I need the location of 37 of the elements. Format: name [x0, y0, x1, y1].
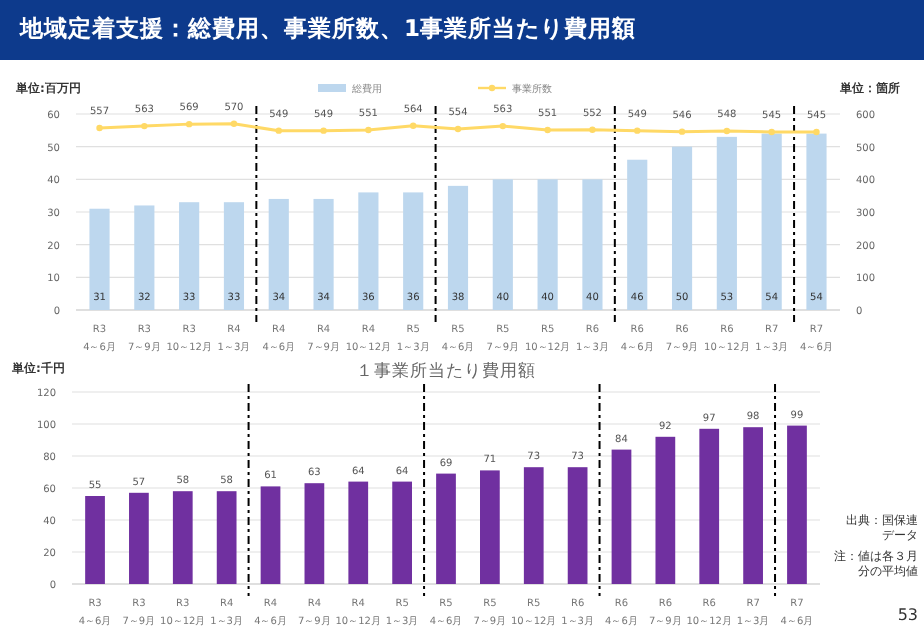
bar: [567, 467, 588, 584]
bar: [172, 491, 193, 584]
bar: [134, 205, 155, 310]
bar: [537, 179, 558, 310]
bar: [304, 483, 325, 584]
bar: [716, 136, 737, 310]
bar: [655, 436, 676, 584]
bar: [627, 159, 648, 310]
bar: [85, 496, 105, 584]
bar: [611, 449, 632, 584]
bar: [480, 470, 500, 584]
bar: [260, 486, 281, 584]
bar: [787, 425, 807, 584]
chart-title: １事業所当たり費用額: [356, 360, 536, 382]
bar: [699, 428, 720, 584]
bar: [582, 179, 603, 310]
bar: [492, 179, 513, 310]
text: 53: [897, 606, 918, 624]
bar: [223, 202, 245, 310]
bar: [743, 427, 763, 584]
bar: [216, 491, 237, 584]
bar: [436, 473, 456, 584]
bar: [392, 481, 412, 584]
chart-title: 地域定着支援：総費用、事業所数、1事業所当たり費用額: [18, 14, 637, 42]
bar: [403, 192, 424, 310]
bar: [523, 467, 544, 584]
bar: [806, 133, 827, 310]
bar: [129, 492, 149, 584]
bar: [671, 146, 693, 310]
bar: [268, 198, 289, 310]
bar: [89, 208, 110, 310]
bar: [348, 481, 369, 584]
bar: [358, 192, 379, 310]
bar: [761, 133, 782, 310]
bar: [179, 202, 200, 310]
bar: [313, 198, 334, 310]
bar: [447, 185, 469, 310]
